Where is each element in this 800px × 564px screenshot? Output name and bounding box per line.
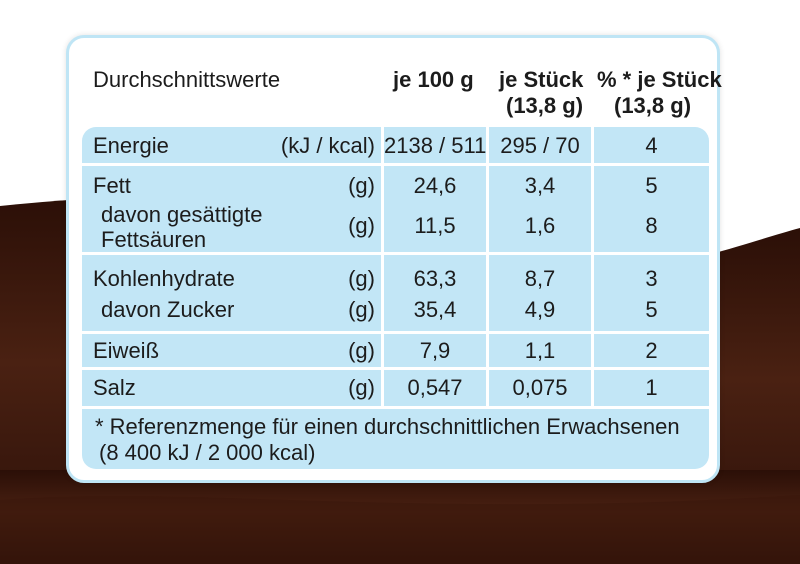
row-name-line1: davon gesättigte: [101, 202, 263, 227]
nutrition-panel: Durchschnittswerte je 100 g je Stück (13…: [66, 35, 722, 483]
row-per-100g: 63,3: [413, 266, 457, 291]
row-per-100g: 7,9: [419, 338, 451, 363]
row-percent: 1: [645, 375, 658, 400]
row-name: Salz: [93, 375, 136, 400]
row-name-line2: Fettsäuren: [101, 227, 207, 252]
band-protein: [82, 334, 709, 367]
row-percent: 3: [645, 266, 658, 291]
row-unit: (g): [348, 338, 375, 363]
row-per-piece: 1,6: [524, 213, 556, 238]
row-name: Kohlenhydrate: [93, 266, 235, 291]
band-energy: [82, 127, 709, 163]
row-unit: (g): [348, 297, 375, 322]
row-percent: 5: [645, 173, 658, 198]
row-per-piece: 3,4: [524, 173, 556, 198]
row-unit: (g): [348, 375, 375, 400]
column-divider: [591, 127, 594, 406]
row-per-100g: 35,4: [413, 297, 457, 322]
row-percent: 5: [645, 297, 658, 322]
row-percent: 8: [645, 213, 658, 238]
row-name: Eiweiß: [93, 338, 160, 363]
band-salt: [82, 370, 709, 406]
row-per-100g: 2138 / 511: [384, 133, 487, 158]
header-per-piece-weight: (13,8 g): [506, 93, 584, 118]
row-per-piece: 295 / 70: [500, 133, 580, 158]
row-unit: (g): [348, 213, 375, 238]
header-percent-per-piece: % * je Stück: [597, 67, 722, 92]
header-percent-weight: (13,8 g): [614, 93, 692, 118]
column-divider: [381, 127, 384, 406]
band-carbs: [82, 255, 709, 331]
row-name: Energie: [93, 133, 169, 158]
row-name: Fett: [93, 173, 131, 198]
row-unit: (g): [348, 173, 375, 198]
footnote-energy-reference: (8 400 kJ / 2 000 kcal): [99, 440, 316, 465]
row-percent: 4: [645, 133, 658, 158]
row-unit: (g): [348, 266, 375, 291]
column-divider: [486, 127, 489, 406]
header-label: Durchschnittswerte: [93, 67, 281, 92]
row-unit: (kJ / kcal): [280, 133, 375, 158]
header-per-100g: je 100 g: [393, 67, 474, 92]
row-percent: 2: [645, 338, 658, 363]
row-per-piece: 0,075: [512, 375, 568, 400]
row-name: davon Zucker: [101, 297, 235, 322]
header-per-piece: je Stück: [499, 67, 584, 92]
row-per-piece: 1,1: [524, 338, 556, 363]
band-footnote: [82, 409, 709, 469]
row-per-100g: 11,5: [414, 213, 456, 238]
row-per-100g: 24,6: [413, 173, 457, 198]
band-fat: [82, 166, 709, 252]
row-per-piece: 4,9: [524, 297, 556, 322]
row-per-piece: 8,7: [524, 266, 556, 291]
row-per-100g: 0,547: [407, 375, 463, 400]
footnote-reference: * Referenzmenge für einen durchschnittli…: [95, 414, 680, 439]
